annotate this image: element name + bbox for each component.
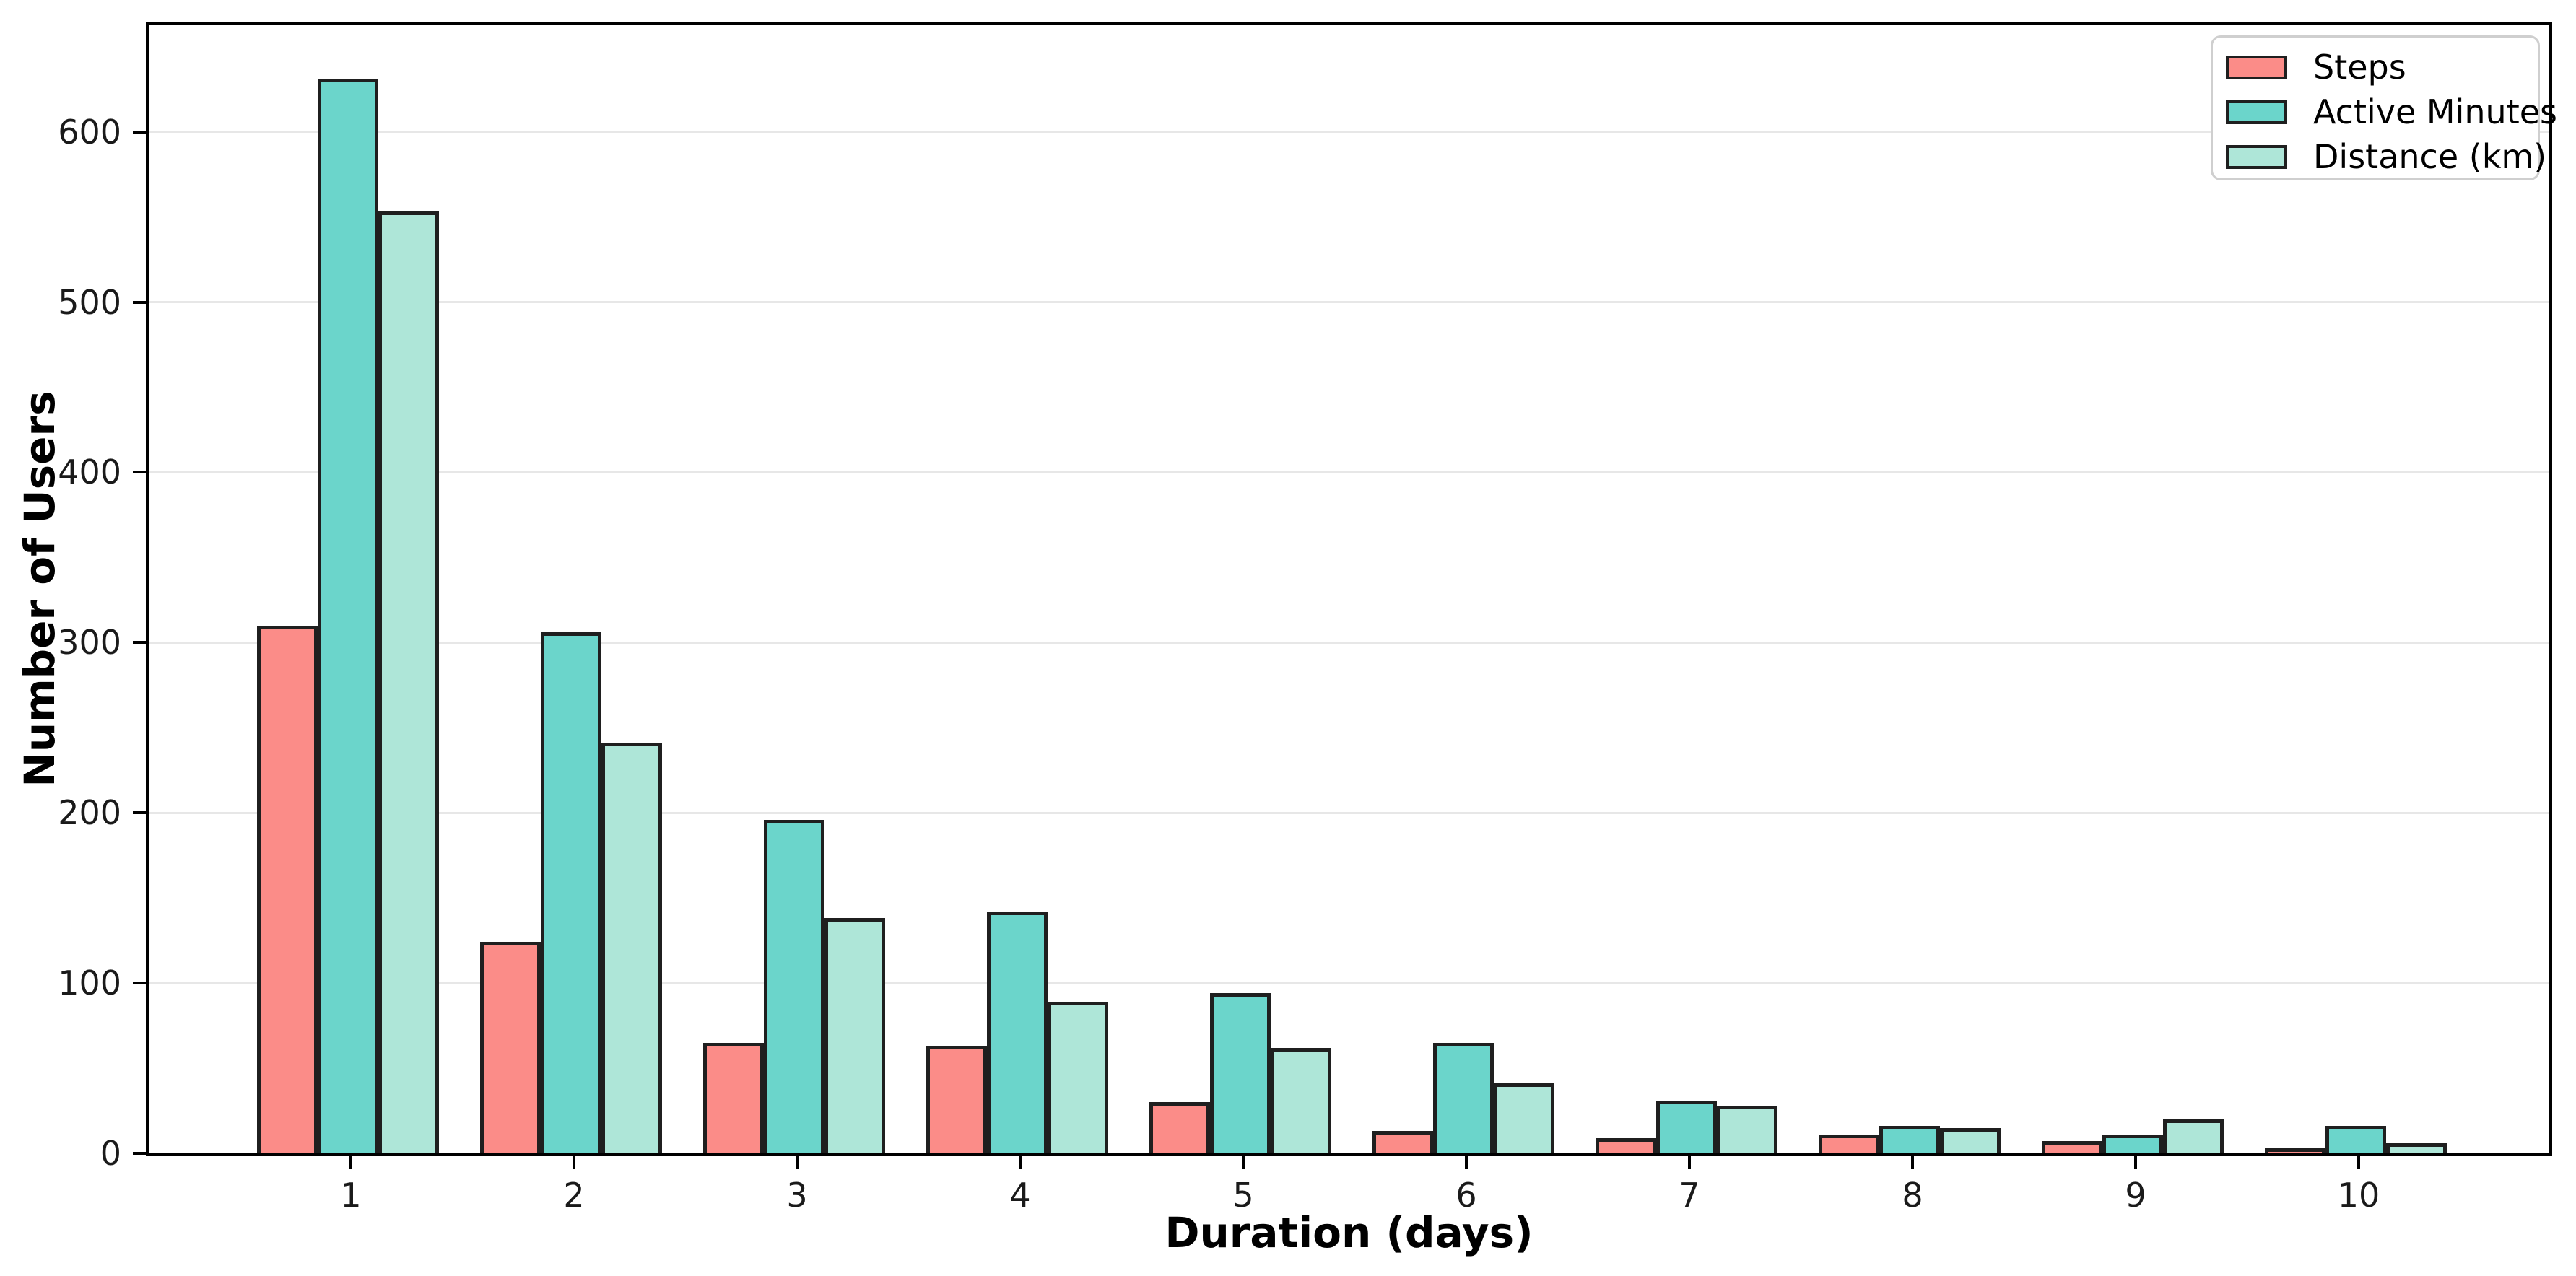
bar-active-minutes-day-4 <box>987 912 1048 1153</box>
bar-distance-km-day-3 <box>824 918 885 1153</box>
y-tick-0 <box>133 1152 146 1155</box>
y-axis-label: Number of Users <box>15 390 64 787</box>
bar-steps-day-7 <box>1596 1138 1656 1153</box>
bar-active-minutes-day-5 <box>1210 993 1271 1153</box>
gridline-y-300 <box>149 641 2549 644</box>
y-tick-label-400: 400 <box>58 453 121 492</box>
y-tick-500 <box>133 300 146 304</box>
x-tick-label-7: 7 <box>1679 1176 1700 1215</box>
x-tick-8 <box>1911 1156 1914 1169</box>
gridline-y-500 <box>149 301 2549 304</box>
bar-distance-km-day-5 <box>1271 1048 1331 1153</box>
bar-active-minutes-day-10 <box>2325 1126 2386 1153</box>
x-tick-label-9: 9 <box>2125 1176 2146 1215</box>
gridline-y-200 <box>149 811 2549 814</box>
plot-area <box>146 22 2552 1156</box>
bar-active-minutes-day-2 <box>541 632 601 1153</box>
legend-swatch-active-minutes <box>2226 100 2287 124</box>
bar-distance-km-day-4 <box>1048 1002 1108 1153</box>
y-tick-label-300: 300 <box>58 623 121 663</box>
bar-steps-day-4 <box>926 1046 987 1153</box>
legend: Steps Active Minutes Distance (km) <box>2211 35 2557 180</box>
x-tick-label-1: 1 <box>340 1176 362 1215</box>
y-tick-label-200: 200 <box>58 793 121 833</box>
x-tick-label-6: 6 <box>1455 1176 1477 1215</box>
y-tick-label-100: 100 <box>58 963 121 1003</box>
bar-active-minutes-day-9 <box>2102 1135 2163 1153</box>
y-tick-100 <box>133 982 146 985</box>
bar-steps-day-1 <box>257 626 318 1153</box>
bar-active-minutes-day-8 <box>1879 1126 1940 1153</box>
bar-steps-day-9 <box>2042 1141 2102 1153</box>
x-tick-4 <box>1019 1156 1022 1169</box>
x-tick-label-10: 10 <box>2337 1176 2380 1215</box>
bar-active-minutes-day-1 <box>318 79 378 1153</box>
x-tick-5 <box>1242 1156 1245 1169</box>
bar-steps-day-8 <box>1819 1135 1879 1153</box>
bar-distance-km-day-9 <box>2163 1119 2224 1153</box>
bar-steps-day-3 <box>703 1043 764 1153</box>
legend-swatch-steps <box>2226 55 2287 79</box>
gridline-y-400 <box>149 471 2549 473</box>
bar-steps-day-6 <box>1372 1131 1433 1153</box>
x-tick-10 <box>2357 1156 2360 1169</box>
x-tick-1 <box>349 1156 352 1169</box>
legend-label-steps: Steps <box>2313 48 2406 87</box>
x-tick-2 <box>573 1156 575 1169</box>
x-axis-label: Duration (days) <box>1165 1208 1533 1257</box>
bar-steps-day-2 <box>480 942 541 1153</box>
x-tick-9 <box>2134 1156 2137 1169</box>
y-tick-200 <box>133 811 146 815</box>
legend-item-distance-km: Distance (km) <box>2226 134 2546 179</box>
y-tick-400 <box>133 471 146 474</box>
bar-distance-km-day-6 <box>1494 1083 1554 1153</box>
x-tick-label-8: 8 <box>1902 1176 1923 1215</box>
y-tick-300 <box>133 641 146 644</box>
bar-distance-km-day-8 <box>1940 1128 2001 1153</box>
x-tick-label-2: 2 <box>563 1176 585 1215</box>
bar-distance-km-day-2 <box>601 743 662 1153</box>
legend-item-active-minutes: Active Minutes <box>2226 89 2557 134</box>
y-tick-600 <box>133 130 146 134</box>
legend-label-active-minutes: Active Minutes <box>2313 92 2557 131</box>
x-tick-label-3: 3 <box>786 1176 808 1215</box>
gridline-y-100 <box>149 982 2549 984</box>
y-tick-label-0: 0 <box>100 1134 121 1173</box>
x-tick-3 <box>796 1156 799 1169</box>
y-tick-label-500: 500 <box>58 282 121 322</box>
x-tick-6 <box>1465 1156 1468 1169</box>
x-tick-7 <box>1688 1156 1691 1169</box>
legend-label-distance-km: Distance (km) <box>2313 137 2547 176</box>
bar-distance-km-day-10 <box>2386 1143 2447 1153</box>
bar-active-minutes-day-7 <box>1656 1101 1717 1153</box>
y-tick-label-600: 600 <box>58 112 121 152</box>
bar-distance-km-day-7 <box>1717 1106 1777 1153</box>
legend-swatch-distance-km <box>2226 144 2287 169</box>
bar-active-minutes-day-3 <box>764 820 824 1153</box>
x-tick-label-5: 5 <box>1232 1176 1254 1215</box>
legend-item-steps: Steps <box>2226 45 2538 89</box>
gridline-y-600 <box>149 131 2549 134</box>
bar-active-minutes-day-6 <box>1433 1043 1494 1153</box>
x-tick-label-4: 4 <box>1009 1176 1031 1215</box>
bar-steps-day-5 <box>1149 1102 1210 1153</box>
bar-steps-day-10 <box>2265 1148 2325 1153</box>
bar-distance-km-day-1 <box>378 211 439 1153</box>
